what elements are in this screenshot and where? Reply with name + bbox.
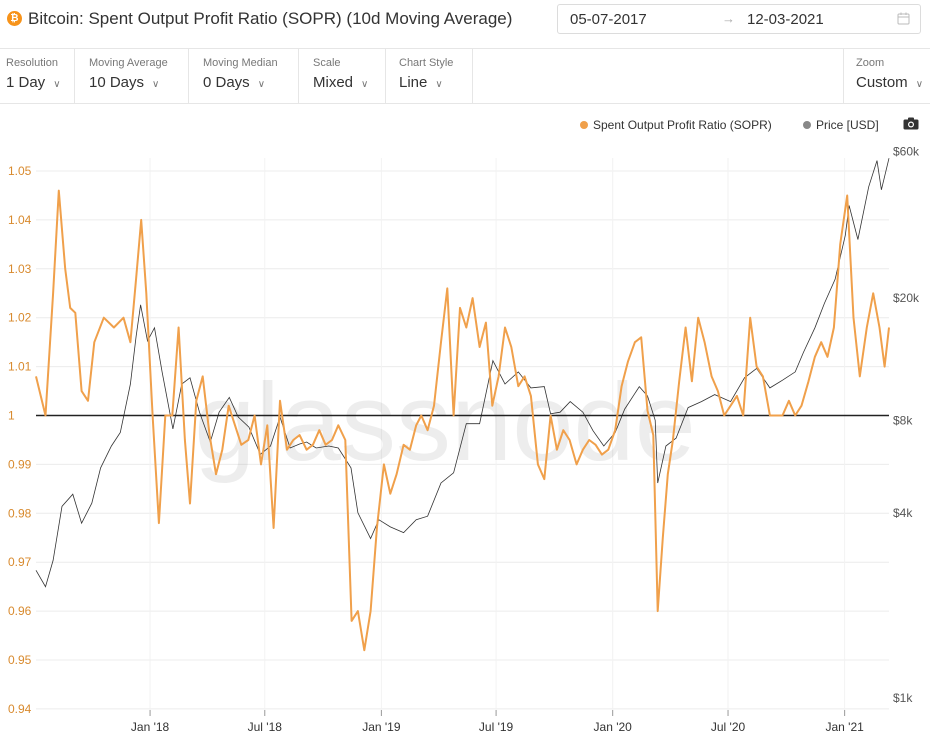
legend-dot-sopr bbox=[580, 121, 588, 129]
y-left-tick-label: 1.03 bbox=[8, 262, 32, 276]
y-left-tick-label: 0.96 bbox=[8, 604, 32, 618]
x-tick-label: Jul '20 bbox=[711, 720, 746, 734]
y-left-tick-label: 0.94 bbox=[8, 702, 32, 716]
legend-label-sopr: Spent Output Profit Ratio (SOPR) bbox=[593, 118, 772, 132]
legend-label-price: Price [USD] bbox=[816, 118, 879, 132]
legend-item-sopr[interactable]: Spent Output Profit Ratio (SOPR) bbox=[580, 118, 772, 134]
camera-icon[interactable] bbox=[903, 117, 919, 130]
y-left-tick-label: 0.98 bbox=[8, 506, 32, 520]
resolution-label: Resolution bbox=[6, 57, 58, 69]
x-tick-label: Jul '19 bbox=[479, 720, 514, 734]
chart-toolbar: Resolution 1 Day ∨ Moving Average 10 Days… bbox=[0, 48, 930, 104]
zoom-select[interactable]: Zoom Custom ∨ bbox=[843, 49, 930, 103]
legend-item-price[interactable]: Price [USD] bbox=[803, 118, 879, 134]
scale-label: Scale bbox=[313, 57, 341, 69]
y-left-tick-label: 1.04 bbox=[8, 213, 32, 227]
y-axis-right: $60k $20k $8k $4k $1k bbox=[893, 144, 920, 704]
y-right-tick-label: $4k bbox=[893, 506, 913, 520]
x-tick-label: Jan '21 bbox=[825, 720, 864, 734]
legend-dot-price bbox=[803, 121, 811, 129]
date-range-picker[interactable]: 05-07-2017 → 12-03-2021 bbox=[557, 4, 921, 34]
calendar-icon[interactable] bbox=[897, 12, 910, 25]
resolution-value[interactable]: 1 Day ∨ bbox=[6, 74, 61, 91]
arrow-right-icon: → bbox=[722, 11, 735, 26]
moving-median-value[interactable]: 0 Days ∨ bbox=[203, 74, 266, 91]
chevron-down-icon: ∨ bbox=[53, 79, 61, 90]
x-tick-label: Jul '18 bbox=[248, 720, 283, 734]
y-left-tick-label: 0.97 bbox=[8, 555, 32, 569]
chart-header: ₿ Bitcoin: Spent Output Profit Ratio (SO… bbox=[0, 0, 930, 46]
chart-style-select[interactable]: Chart Style Line ∨ bbox=[393, 49, 473, 103]
y-left-tick-label: 1.05 bbox=[8, 164, 32, 178]
date-start-input[interactable]: 05-07-2017 bbox=[570, 11, 647, 28]
resolution-select[interactable]: Resolution 1 Day ∨ bbox=[0, 49, 75, 103]
x-tick-label: Jan '19 bbox=[362, 720, 401, 734]
y-left-tick-label: 0.95 bbox=[8, 653, 32, 667]
y-axis-left: 1.05 1.04 1.03 1.02 1.01 1 0.99 0.98 0.97 0.96 0.9… bbox=[8, 164, 32, 716]
x-tick-label: Jan '20 bbox=[594, 720, 633, 734]
scale-value[interactable]: Mixed ∨ bbox=[313, 74, 369, 91]
chart-title: Bitcoin: Spent Output Profit Ratio (SOPR… bbox=[28, 9, 513, 28]
x-tick-label: Jan '18 bbox=[131, 720, 170, 734]
y-left-tick-label: 1.01 bbox=[8, 360, 32, 374]
chart-style-label: Chart Style bbox=[399, 57, 454, 69]
chart-plot-area: glassnode 1.051.041.031.021.0110.990.980… bbox=[8, 144, 920, 734]
zoom-label: Zoom bbox=[856, 57, 885, 69]
moving-median-label: Moving Median bbox=[203, 57, 278, 69]
sopr-series-line bbox=[35, 189, 890, 652]
y-right-tick-label: $60k bbox=[893, 144, 920, 158]
moving-average-label: Moving Average bbox=[89, 57, 168, 69]
y-left-tick-label: 0.99 bbox=[8, 457, 32, 471]
moving-average-select[interactable]: Moving Average 10 Days ∨ bbox=[83, 49, 189, 103]
y-right-tick-label: $8k bbox=[893, 413, 913, 427]
y-right-tick-label: $1k bbox=[893, 691, 913, 705]
date-end-input[interactable]: 12-03-2021 bbox=[747, 11, 824, 28]
chevron-down-icon: ∨ bbox=[257, 79, 266, 90]
zoom-value[interactable]: Custom ∨ bbox=[856, 74, 924, 91]
chevron-down-icon: ∨ bbox=[435, 79, 443, 90]
chevron-down-icon: ∨ bbox=[915, 79, 924, 90]
bitcoin-icon: ₿ bbox=[7, 11, 22, 26]
y-left-tick-label: 1 bbox=[8, 409, 15, 423]
chevron-down-icon: ∨ bbox=[152, 79, 160, 90]
moving-median-select[interactable]: Moving Median 0 Days ∨ bbox=[197, 49, 299, 103]
moving-average-value[interactable]: 10 Days ∨ bbox=[89, 74, 160, 91]
chevron-down-icon: ∨ bbox=[361, 79, 369, 90]
x-axis: Jan '18 Jul '18 Jan '19 Jul '19 Jan '20 Jul '… bbox=[131, 710, 864, 734]
chart-style-value[interactable]: Line ∨ bbox=[399, 74, 443, 91]
scale-select[interactable]: Scale Mixed ∨ bbox=[307, 49, 386, 103]
y-right-tick-label: $20k bbox=[893, 291, 920, 305]
y-left-tick-label: 1.02 bbox=[8, 311, 32, 325]
